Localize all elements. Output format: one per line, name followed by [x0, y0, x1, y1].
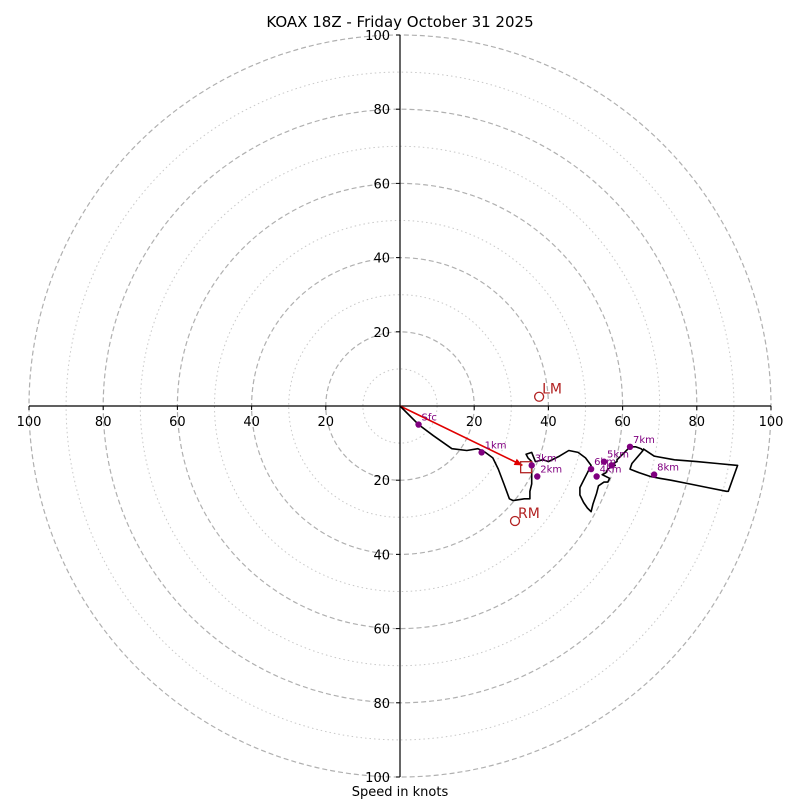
height-marker-label: 4km: [600, 464, 622, 475]
height-marker-label: 1km: [485, 440, 507, 451]
y-tick-label: 100: [365, 771, 390, 786]
x-tick-label: 40: [540, 415, 557, 430]
y-tick-label: 80: [373, 103, 390, 118]
y-tick-label: 40: [373, 252, 390, 267]
height-marker-dot: [608, 462, 615, 469]
x-tick-label: 60: [614, 415, 631, 430]
x-tick-label: 60: [169, 415, 186, 430]
height-marker-dot: [415, 421, 422, 428]
shear-line: [399, 405, 523, 467]
x-tick-label: 20: [318, 415, 335, 430]
x-tick-label: 40: [243, 415, 260, 430]
height-marker-dot: [534, 473, 541, 480]
height-marker-dot: [478, 449, 485, 456]
y-tick-label: 80: [373, 697, 390, 712]
x-tick-label: 80: [689, 415, 706, 430]
chart-title: KOAX 18Z - Friday October 31 2025: [266, 13, 533, 31]
height-marker-label: Sfc: [422, 413, 437, 424]
tick-labels: 100 80 60 40 20 20 40 60 80 100 100 80 60 40 20 20 40 60 8…: [17, 29, 784, 786]
y-tick-label: 60: [373, 177, 390, 192]
y-tick-label: 20: [373, 474, 390, 489]
height-marker-label: 2km: [540, 464, 562, 475]
height-marker-dot: [528, 462, 535, 469]
y-tick-label: 20: [373, 326, 390, 341]
storm-motion-marker: [509, 515, 521, 527]
x-tick-label: 100: [759, 415, 784, 430]
height-marker-dot: [587, 465, 595, 473]
storm-motion-markers: LM RM: [509, 382, 562, 527]
height-marker-label: 5km: [607, 450, 629, 461]
storm-motion-marker: [533, 391, 545, 402]
x-tick-label: 20: [466, 415, 483, 430]
y-tick-label: 60: [373, 623, 390, 638]
storm-motion-label: RM: [518, 506, 540, 522]
height-marker-dot: [593, 473, 600, 480]
height-marker-label: 8km: [657, 463, 679, 474]
shear-vector: [399, 405, 523, 467]
hodograph-trace: [399, 405, 739, 513]
y-tick-label: 40: [373, 548, 390, 563]
height-marker-label: 6km: [594, 457, 616, 468]
height-marker-label: 7km: [633, 435, 655, 446]
y-tick-label: 100: [365, 29, 390, 44]
x-tick-label: 100: [17, 415, 42, 430]
height-marker-dot: [626, 443, 634, 451]
x-axis-caption: Speed in knots: [352, 785, 449, 800]
height-marker-label: 3km: [535, 453, 557, 464]
height-marker-dot: [650, 471, 658, 478]
x-tick-label: 80: [95, 415, 112, 430]
hodograph-line: [399, 405, 739, 513]
height-marker-dot: [600, 458, 608, 465]
storm-motion-label: LM: [542, 382, 562, 398]
